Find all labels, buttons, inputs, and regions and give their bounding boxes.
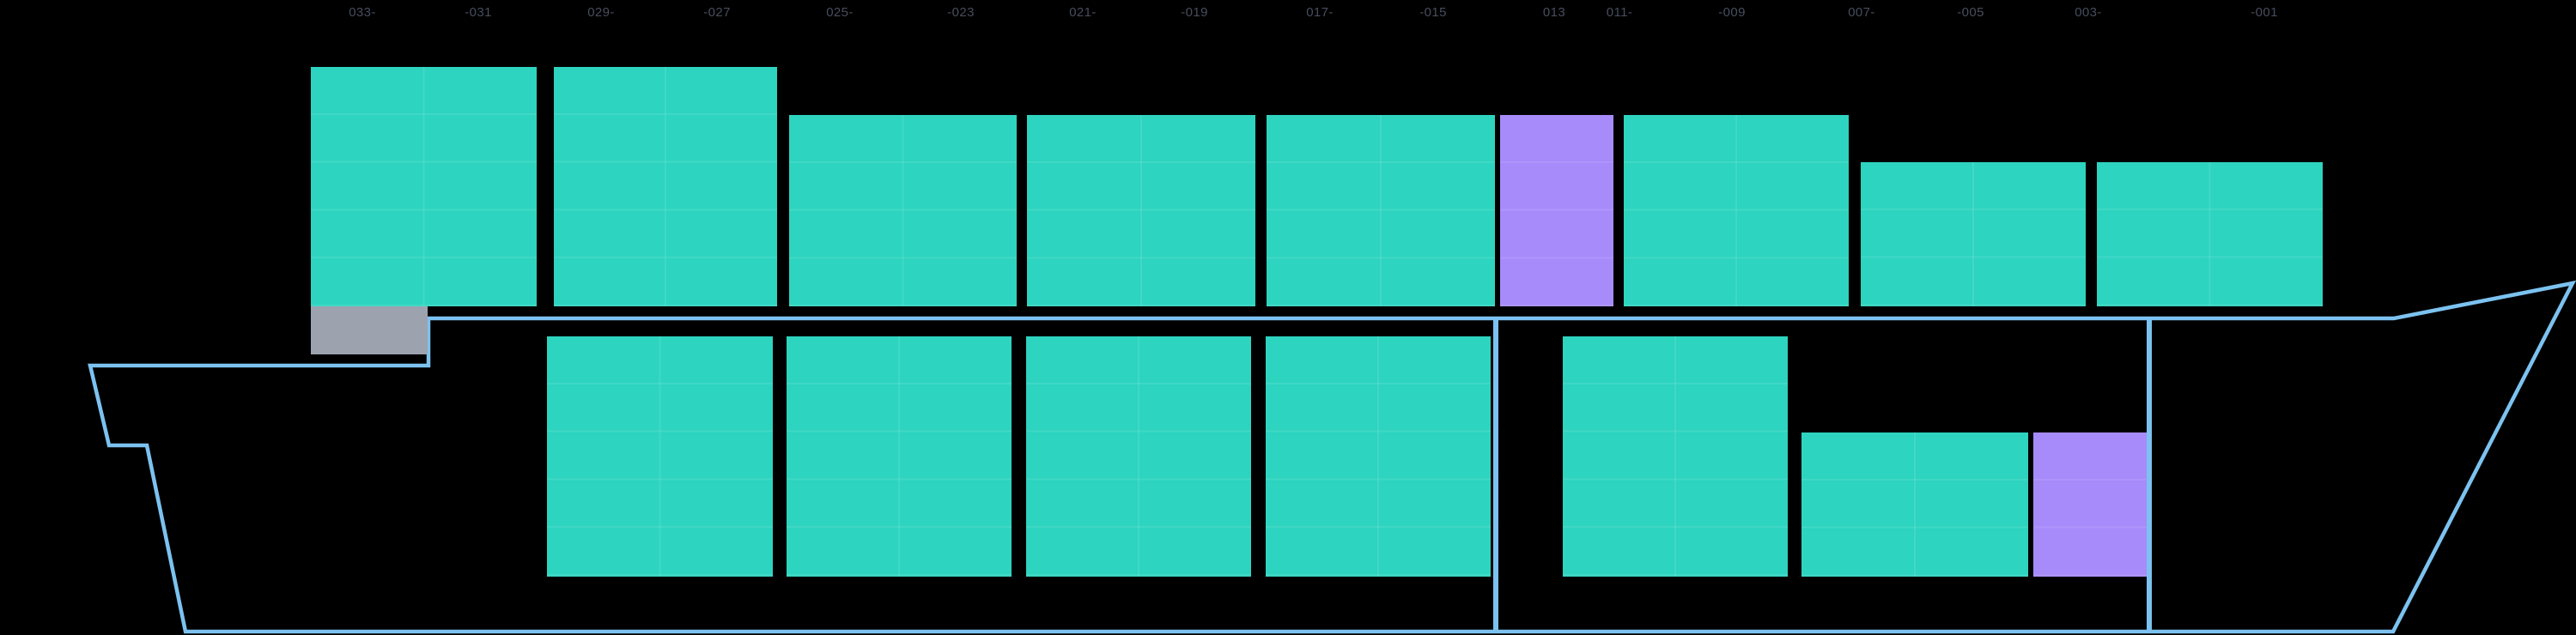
above-deck-bays-033-031[interactable] bbox=[311, 67, 537, 306]
bay-label-031: -031 bbox=[465, 5, 492, 20]
bay-label-021: 021- bbox=[1069, 5, 1097, 20]
below-deck-bays-007-005[interactable] bbox=[1801, 432, 2028, 577]
bay-label-003: 003- bbox=[2075, 5, 2102, 20]
below-deck-bay-003[interactable] bbox=[2033, 432, 2147, 577]
above-deck-bays-025-023[interactable] bbox=[789, 115, 1017, 306]
bay-label-019: -019 bbox=[1181, 5, 1208, 20]
bay-label-013: 013 bbox=[1542, 5, 1566, 20]
hold-separator-1 bbox=[1493, 318, 1498, 633]
above-deck-bays-007-005[interactable] bbox=[1861, 162, 2086, 306]
below-deck-bays-017-015[interactable] bbox=[1266, 336, 1491, 577]
bay-label-011: 011- bbox=[1606, 5, 1633, 20]
below-deck-bays-025-023[interactable] bbox=[787, 336, 1012, 577]
bay-label-005: -005 bbox=[1957, 5, 1984, 20]
above-deck-bays-011-009[interactable] bbox=[1624, 115, 1849, 306]
bay-label-009: -009 bbox=[1718, 5, 1746, 20]
bay-label-015: -015 bbox=[1419, 5, 1447, 20]
bay-label-027: -027 bbox=[703, 5, 731, 20]
hold-separator-2 bbox=[2147, 318, 2152, 633]
above-deck-bays-029-027[interactable] bbox=[554, 67, 777, 306]
bay-label-025: 025- bbox=[826, 5, 854, 20]
bay-label-033: 033- bbox=[349, 5, 376, 20]
bay-label-007: 007- bbox=[1848, 5, 1875, 20]
below-deck-bays-011-009[interactable] bbox=[1563, 336, 1788, 577]
bay-label-001: -001 bbox=[2251, 5, 2278, 20]
bay-label-017: 017- bbox=[1306, 5, 1334, 20]
above-deck-bays-003-001[interactable] bbox=[2097, 162, 2323, 306]
below-deck-bays-021-019[interactable] bbox=[1026, 336, 1251, 577]
stern-hatch-block[interactable] bbox=[311, 306, 428, 354]
above-deck-bays-017-015[interactable] bbox=[1267, 115, 1495, 306]
below-deck-bays-029-027[interactable] bbox=[547, 336, 773, 577]
bay-label-023: -023 bbox=[947, 5, 975, 20]
bay-label-029: 029- bbox=[587, 5, 615, 20]
above-deck-bay-013[interactable] bbox=[1500, 115, 1613, 306]
above-deck-bays-021-019[interactable] bbox=[1027, 115, 1255, 306]
